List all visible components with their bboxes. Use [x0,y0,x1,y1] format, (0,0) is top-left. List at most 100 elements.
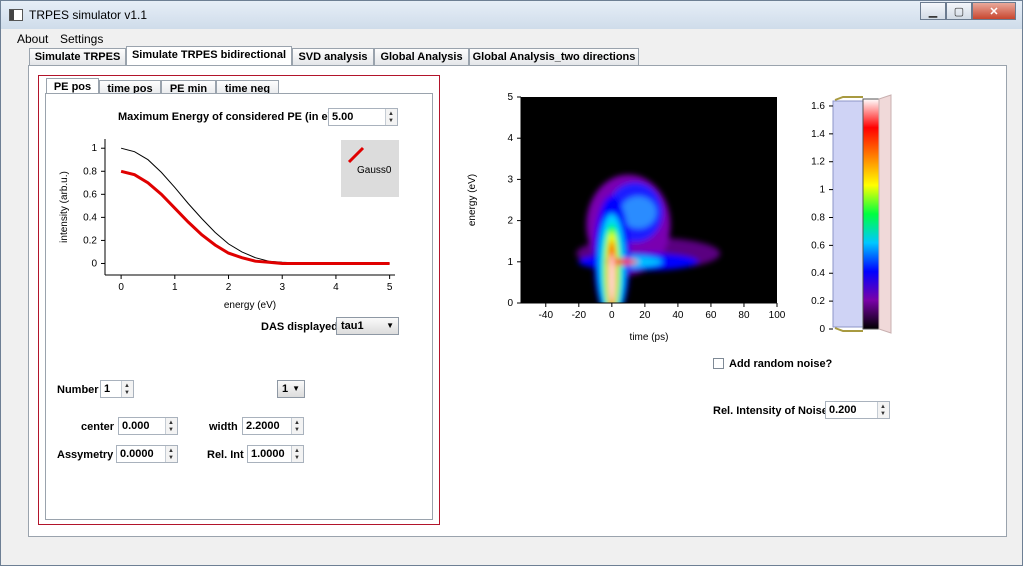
noise-intensity-label: Rel. Intensity of Noise [713,405,828,417]
colorbar-tick-label: 0.2 [811,296,825,307]
tab-svd-analysis[interactable]: SVD analysis [292,48,374,65]
y-tick-label: 0.4 [83,212,97,223]
menu-bar: About Settings [1,30,1022,47]
series-line-1 [120,169,390,265]
rel-int-label: Rel. Int [207,449,244,461]
x-tick-label: 5 [387,282,393,293]
x-tick-label: 0 [609,310,615,321]
x-tick-label: 80 [738,310,750,321]
x-tick-label: 100 [769,310,786,321]
y-tick-label: 3 [507,174,513,185]
tab-pe-min[interactable]: PE min [161,80,216,97]
legend-box [341,140,399,197]
y-tick-label: 0 [91,258,97,269]
heatmap-blob [620,196,657,229]
max-energy-label: Maximum Energy of considered PE (in eV) [118,111,339,123]
colorbar-tick-label: 0.4 [811,268,825,279]
add-noise-label: Add random noise? [729,358,833,370]
add-noise-checkbox[interactable] [713,358,724,369]
y-tick-label: 5 [507,92,513,103]
trpes-heatmap: -40 -20 0 20 40 60 80 100 0 1 2 3 4 5 time (ps) energy … [467,92,892,343]
center-value: 0.000 [122,420,150,432]
colorbar-tick-label: 1.4 [811,129,825,140]
x-axis-label: energy (eV) [224,300,276,311]
tab-time-pos[interactable]: time pos [99,80,161,97]
y-tick-label: 0.8 [83,166,97,177]
y-tick-label: 4 [507,133,513,144]
colorbar-tick-label: 0 [819,324,825,335]
max-energy-spinbox[interactable]: 5.00 ▲ ▼ [328,108,398,126]
colorbar-tick-label: 1.2 [811,157,825,168]
x-tick-label: 0 [118,282,124,293]
width-spinbox[interactable]: 2.2000 ▲ ▼ [242,417,304,435]
number-value: 1 [104,383,111,395]
colorbar-bottom-marker[interactable] [834,327,863,332]
gauss-index-value: 1 [282,383,289,395]
colorbar-tick-label: 1 [819,185,825,196]
tab-pe-pos[interactable]: PE pos [46,78,99,97]
chevron-down-icon: ▼ [386,321,394,330]
colorbar-handle-area[interactable] [832,100,864,328]
das-displayed-value: tau1 [341,320,364,332]
max-energy-value: 5.00 [332,111,354,123]
y-tick-label: 2 [507,216,513,227]
das-displayed-label: DAS displayed [261,321,339,333]
tab-time-neg[interactable]: time neg [216,80,279,97]
y-tick-label: 0 [507,298,513,309]
x-tick-label: 2 [226,282,232,293]
minimize-button[interactable]: ▁ [920,2,946,20]
y-tick-label: 1 [507,257,513,268]
y-tick-label: 0.6 [83,189,97,200]
menu-settings[interactable]: Settings [60,32,104,46]
x-tick-label: 20 [639,310,651,321]
noise-intensity-value: 0.200 [829,404,857,416]
chevron-down-icon: ▼ [292,384,300,393]
rel-int-value: 1.0000 [251,448,285,460]
x-tick-label: 3 [279,282,285,293]
width-label: width [209,421,238,433]
asymmetry-spinbox[interactable]: 0.0000 ▲ ▼ [116,445,178,463]
y-axis-label: intensity (arb.u.) [59,171,70,243]
colorbar-tick-label: 0.8 [811,212,825,223]
legend-swatch [347,146,365,164]
noise-intensity-spinbox[interactable]: 0.200 ▲ ▼ [825,401,890,419]
gauss-index-combo[interactable]: 1 ▼ [277,380,305,398]
tab-simulate-trpes-bidirectional[interactable]: Simulate TRPES bidirectional [126,46,292,65]
das-displayed-combo[interactable]: tau1 ▼ [336,317,399,335]
x-tick-label: 1 [172,282,178,293]
window-title: TRPES simulator v1.1 [29,8,148,22]
close-button[interactable]: ✕ [972,2,1016,20]
x-tick-label: 4 [333,282,339,293]
das-chart: 0 1 2 3 4 5 0 0.2 0.4 0.6 0.8 1 energy (eV) intensity… [59,139,399,311]
legend-entry: Gauss0 [357,165,392,176]
tab-global-analysis[interactable]: Global Analysis [374,48,469,65]
asymmetry-value: 0.0000 [120,448,154,460]
title-bar: TRPES simulator v1.1 ▁ ▢ ✕ [1,1,1022,29]
app-icon [9,9,23,21]
asymmetry-label: Assymetry [57,449,114,461]
rel-int-spinbox[interactable]: 1.0000 ▲ ▼ [247,445,304,463]
y-axis-label: energy (eV) [467,174,478,226]
x-tick-label: -20 [572,310,587,321]
menu-about[interactable]: About [17,32,49,46]
heatmap-blob [605,258,638,265]
maximize-button[interactable]: ▢ [946,2,972,20]
x-tick-label: 40 [672,310,684,321]
number-spinbox[interactable]: 1 ▲ ▼ [100,380,134,398]
y-tick-label: 1 [91,143,97,154]
center-spinbox[interactable]: 0.000 ▲ ▼ [118,417,178,435]
colorbar-gamma-wedge[interactable] [878,94,892,334]
colorbar-tick-label: 0.6 [811,240,825,251]
left-group-frame [38,75,440,525]
number-label: Number [57,384,99,396]
x-axis-label: time (ps) [630,332,669,343]
heatmap-field [576,174,721,303]
colorbar [862,98,880,330]
y-tick-label: 0.2 [83,235,97,246]
tab-simulate-trpes[interactable]: Simulate TRPES [29,48,126,65]
tab-global-analysis-two-directions[interactable]: Global Analysis_two directions [469,48,639,65]
x-tick-label: -40 [539,310,554,321]
colorbar-tick-label: 1.6 [811,101,825,112]
colorbar-top-marker[interactable] [834,96,863,101]
